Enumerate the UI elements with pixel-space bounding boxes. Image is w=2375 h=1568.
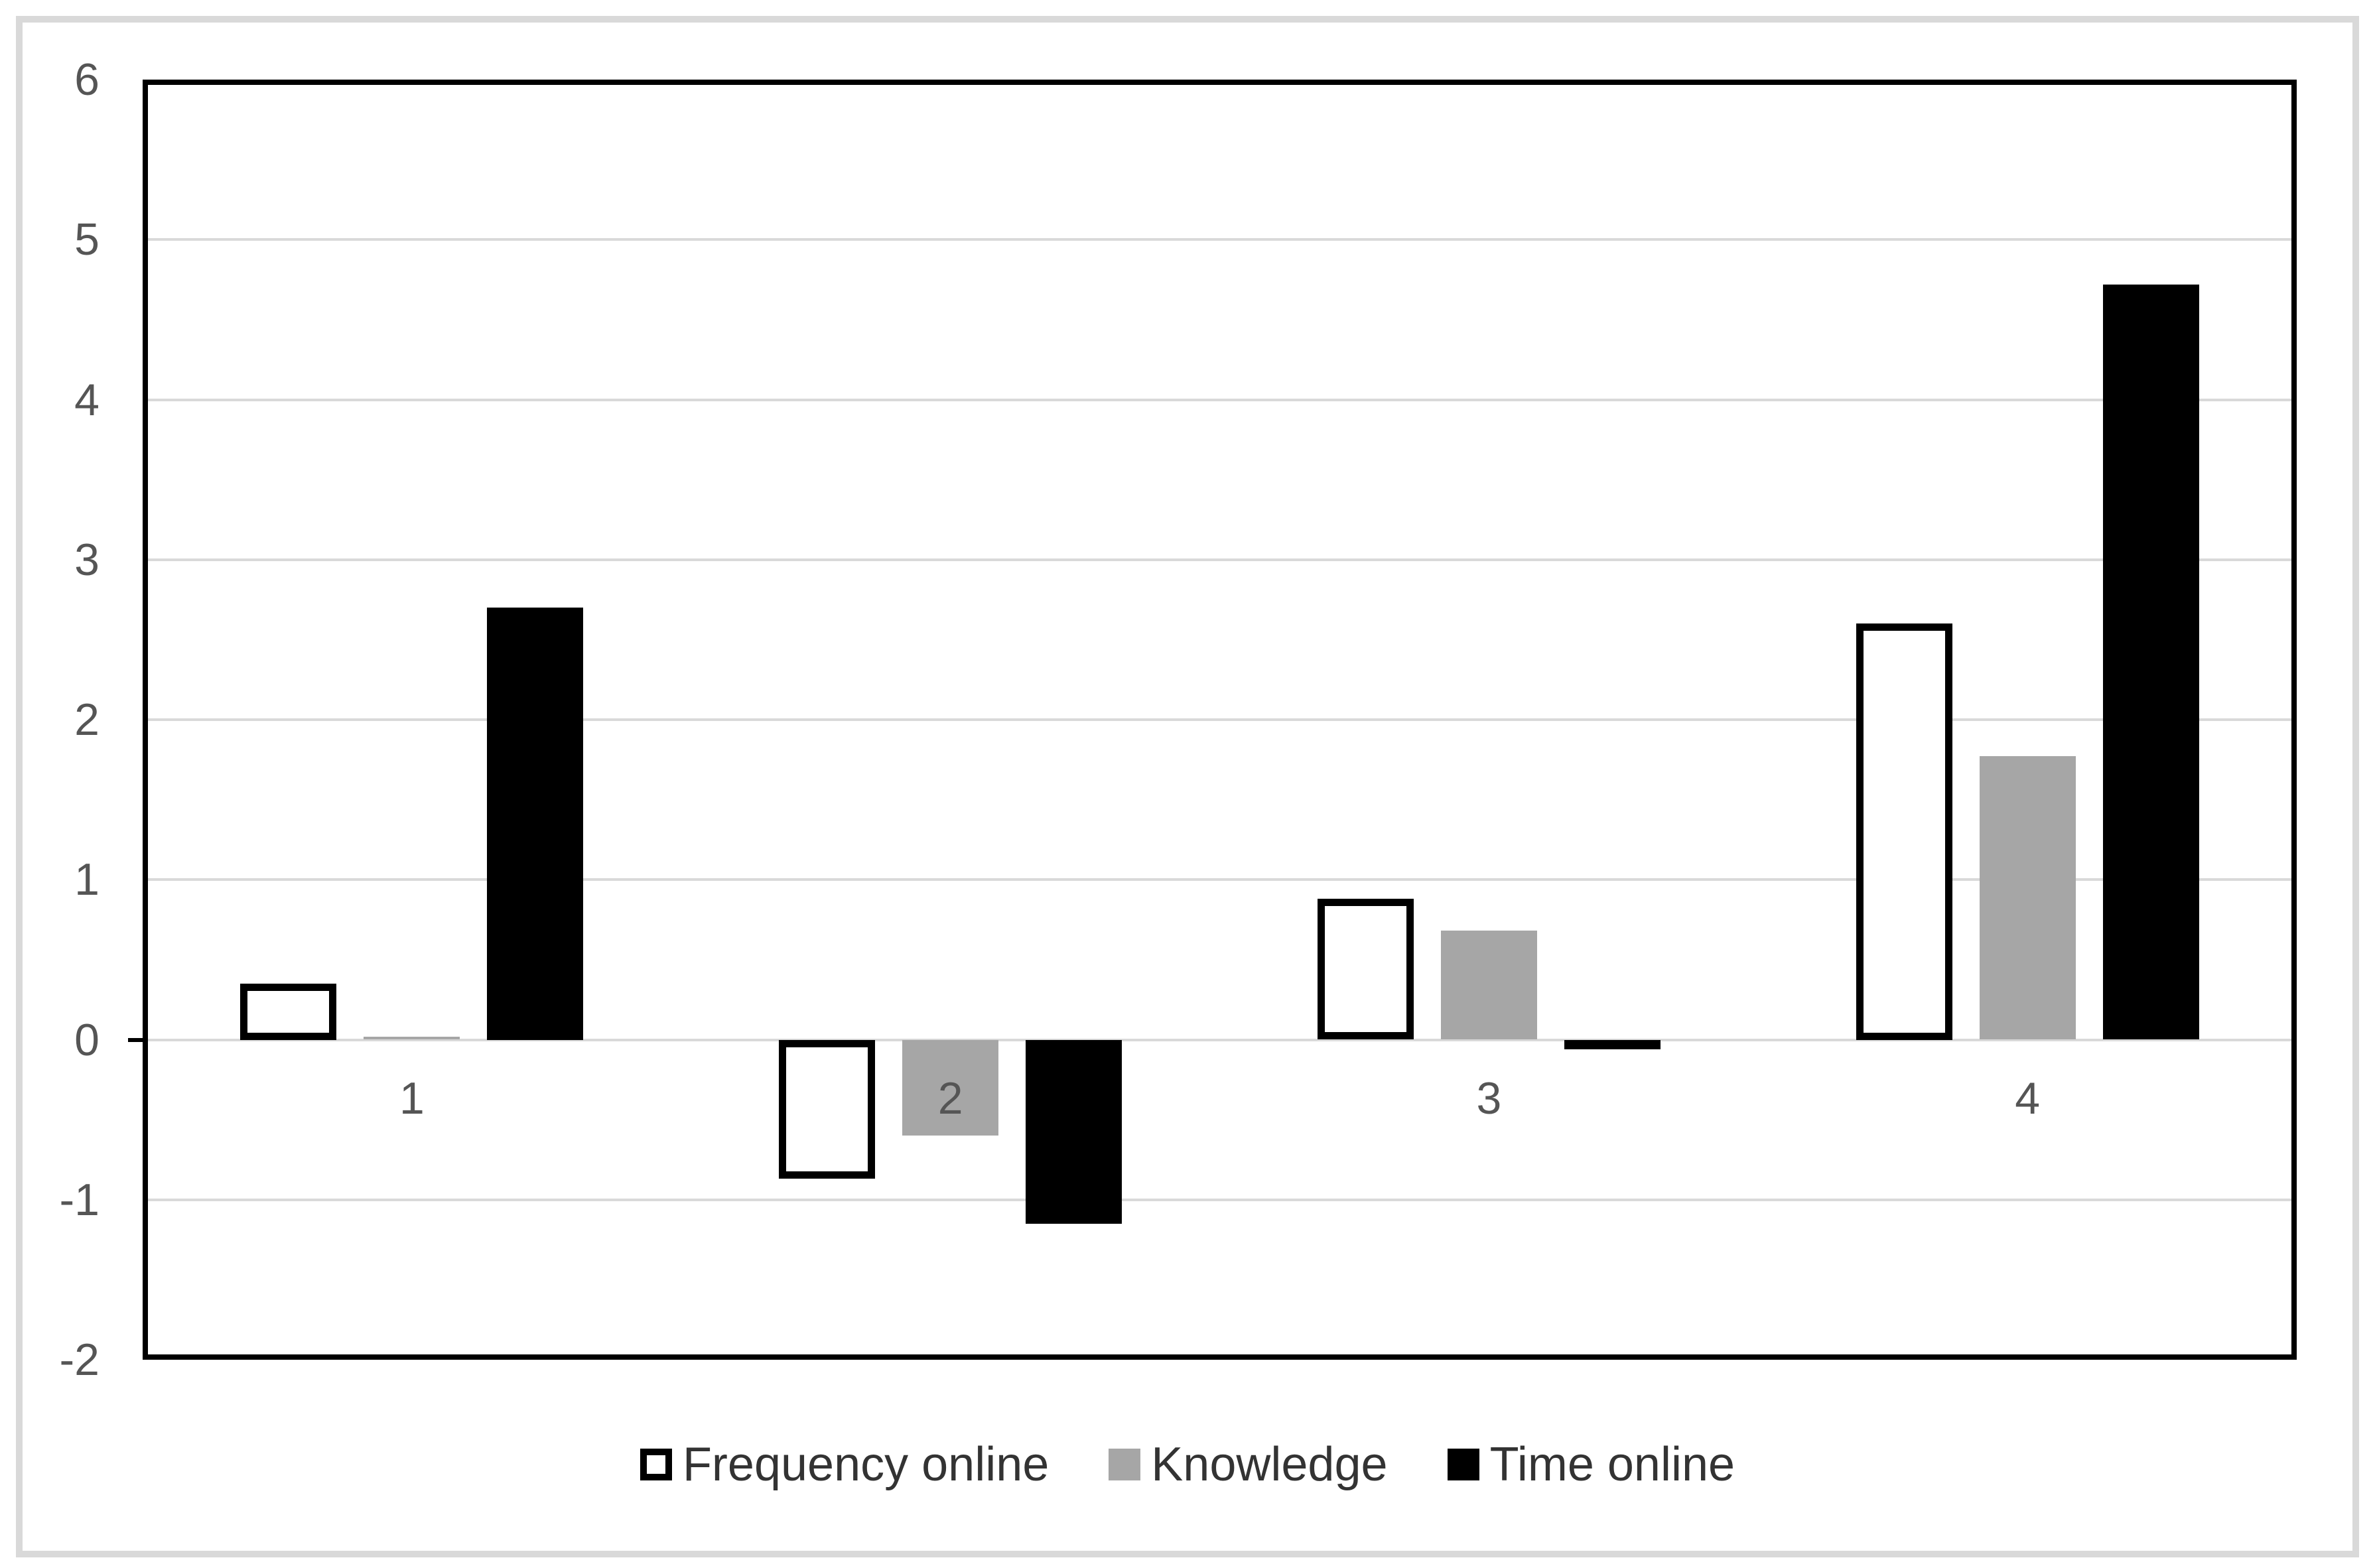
gridline — [148, 398, 2291, 401]
y-axis-tick-label: 2 — [74, 694, 100, 745]
x-axis-category-label: 3 — [1476, 1073, 1502, 1124]
gridline — [148, 558, 2291, 561]
bar-knowledge-group-1 — [364, 1036, 460, 1040]
legend-marker-knowledge-icon — [1109, 1449, 1141, 1480]
legend: Frequency online Knowledge Time online — [0, 1438, 2375, 1491]
bar-knowledge-group-2 — [902, 1039, 999, 1136]
legend-item-frequency-online: Frequency online — [640, 1438, 1049, 1491]
legend-label-frequency-online: Frequency online — [682, 1438, 1050, 1491]
bar-time-online-group-1 — [487, 608, 584, 1040]
y-axis-tick-label: 4 — [74, 374, 100, 425]
gridline — [148, 1038, 2291, 1041]
bar-knowledge-group-3 — [1440, 931, 1537, 1040]
x-axis-category-label: 4 — [2015, 1073, 2041, 1124]
legend-label-knowledge: Knowledge — [1151, 1438, 1388, 1491]
legend-label-time-online: Time online — [1489, 1438, 1735, 1491]
y-axis-tick-label: -1 — [59, 1174, 100, 1225]
y-axis-tick-label: 1 — [74, 854, 100, 905]
bar-frequency-online-group-4 — [1856, 623, 1952, 1040]
bar-time-online-group-3 — [1564, 1039, 1661, 1049]
bar-frequency-online-group-2 — [779, 1039, 876, 1179]
gridline — [148, 718, 2291, 721]
x-axis-category-label: 1 — [399, 1073, 425, 1124]
bar-knowledge-group-4 — [1979, 756, 2076, 1040]
y-axis-tick-label: 5 — [74, 214, 100, 265]
plot-area — [143, 80, 2297, 1360]
gridline — [148, 878, 2291, 882]
bar-frequency-online-group-1 — [240, 984, 337, 1040]
gridline — [148, 1198, 2291, 1201]
legend-item-time-online: Time online — [1447, 1438, 1735, 1491]
legend-marker-frequency-online-icon — [640, 1449, 672, 1480]
bar-time-online-group-2 — [1026, 1039, 1122, 1224]
legend-marker-time-online-icon — [1447, 1449, 1479, 1480]
gridline — [148, 238, 2291, 241]
bar-frequency-online-group-3 — [1317, 899, 1414, 1040]
y-axis-tick-label: -2 — [59, 1335, 100, 1385]
y-axis-tick-label: 3 — [74, 534, 100, 585]
bar-time-online-group-4 — [2102, 284, 2199, 1040]
y-axis-tick-label: 6 — [74, 54, 100, 105]
zero-axis-tick — [128, 1037, 145, 1042]
legend-item-knowledge: Knowledge — [1109, 1438, 1388, 1491]
x-axis-category-label: 2 — [937, 1073, 963, 1124]
y-axis-tick-label: 0 — [74, 1014, 100, 1065]
